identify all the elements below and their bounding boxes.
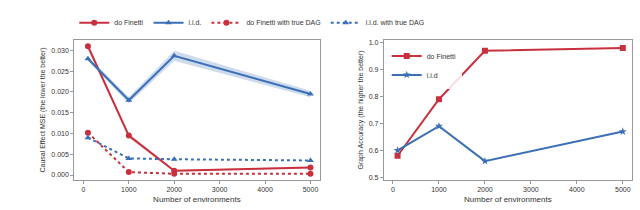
svg-text:5000: 5000 [615,186,631,193]
svg-text:0: 0 [81,186,85,193]
svg-text:3000: 3000 [212,186,228,193]
svg-text:0.030: 0.030 [51,47,69,54]
svg-text:1000: 1000 [121,186,137,193]
svg-text:0.025: 0.025 [51,68,69,75]
svg-text:3000: 3000 [523,186,539,193]
svg-text:0.8: 0.8 [369,93,379,100]
svg-text:do Finetti with true DAG: do Finetti with true DAG [246,19,320,26]
svg-text:1.0: 1.0 [369,39,379,46]
svg-text:0.5: 0.5 [369,174,379,181]
svg-text:0: 0 [391,186,395,193]
svg-text:2000: 2000 [477,186,493,193]
svg-text:0.015: 0.015 [51,109,69,116]
svg-text:2000: 2000 [166,186,182,193]
svg-text:Graph Accuracy (the higher the: Graph Accuracy (the higher the better) [357,50,365,169]
svg-text:Number of environments: Number of environments [153,195,241,204]
svg-text:5000: 5000 [303,186,319,193]
svg-text:0.000: 0.000 [51,171,69,178]
svg-text:i.i.d: i.i.d [427,72,438,79]
svg-text:4000: 4000 [257,186,273,193]
svg-text:1000: 1000 [431,186,447,193]
svg-text:0.010: 0.010 [51,130,69,137]
svg-text:Causal Effect MSE (the lower t: Causal Effect MSE (the lower the better) [39,47,47,172]
svg-text:0.020: 0.020 [51,88,69,95]
svg-text:0.7: 0.7 [369,120,379,127]
svg-text:do Finetti: do Finetti [114,19,143,26]
svg-text:Number of environments: Number of environments [464,195,552,204]
svg-text:i.i.d.: i.i.d. [189,19,202,26]
svg-text:i.i.d. with true DAG: i.i.d. with true DAG [366,19,424,26]
svg-text:0.005: 0.005 [51,151,69,158]
svg-text:0.9: 0.9 [369,66,379,73]
svg-text:do Finetti: do Finetti [427,53,456,60]
svg-text:0.6: 0.6 [369,147,379,154]
svg-text:4000: 4000 [569,186,585,193]
